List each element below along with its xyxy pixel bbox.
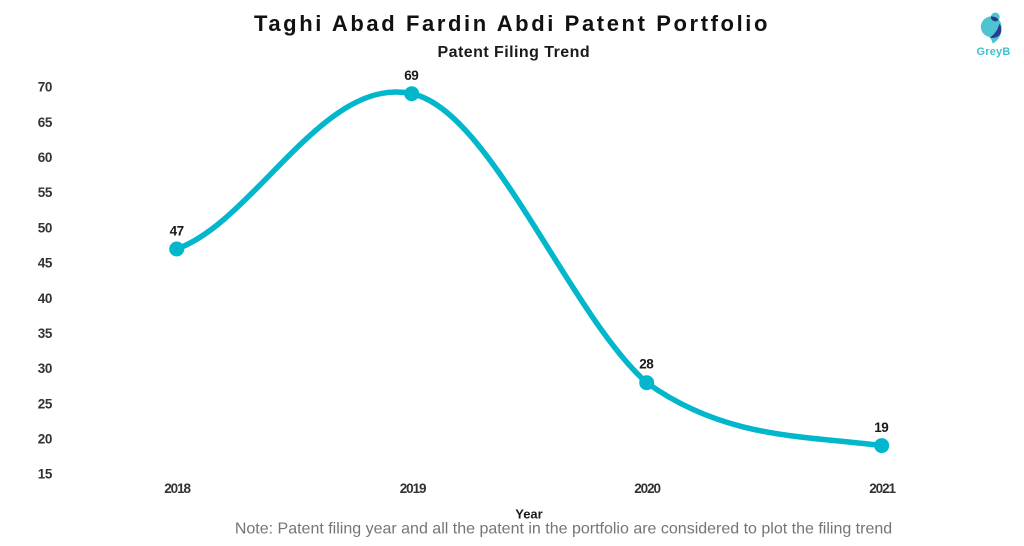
svg-text:Patent Filing Trend: Patent Filing Trend (438, 44, 591, 61)
svg-text:19: 19 (874, 420, 888, 435)
svg-text:25: 25 (38, 396, 53, 411)
svg-text:60: 60 (38, 150, 52, 165)
svg-text:2018: 2018 (164, 481, 191, 496)
svg-text:35: 35 (38, 326, 53, 341)
svg-text:40: 40 (38, 291, 52, 306)
svg-text:28: 28 (639, 357, 654, 372)
svg-text:GreyB: GreyB (976, 46, 1010, 58)
svg-text:69: 69 (404, 68, 418, 83)
svg-text:20: 20 (38, 432, 52, 447)
svg-text:Taghi Abad Fardin Abdi Patent: Taghi Abad Fardin Abdi Patent Portfolio (254, 11, 770, 36)
svg-text:2020: 2020 (634, 481, 660, 496)
svg-text:15: 15 (38, 467, 53, 482)
svg-text:65: 65 (38, 115, 53, 130)
svg-text:55: 55 (38, 185, 53, 200)
svg-text:50: 50 (38, 220, 52, 235)
svg-text:2019: 2019 (400, 481, 426, 496)
svg-text:Year: Year (515, 507, 542, 522)
svg-text:2021: 2021 (869, 481, 896, 496)
svg-text:45: 45 (38, 256, 53, 271)
svg-text:70: 70 (38, 80, 52, 95)
svg-text:30: 30 (38, 361, 52, 376)
svg-text:Note: Patent filing year and a: Note: Patent filing year and all the pat… (235, 521, 892, 538)
svg-text:47: 47 (170, 223, 184, 238)
